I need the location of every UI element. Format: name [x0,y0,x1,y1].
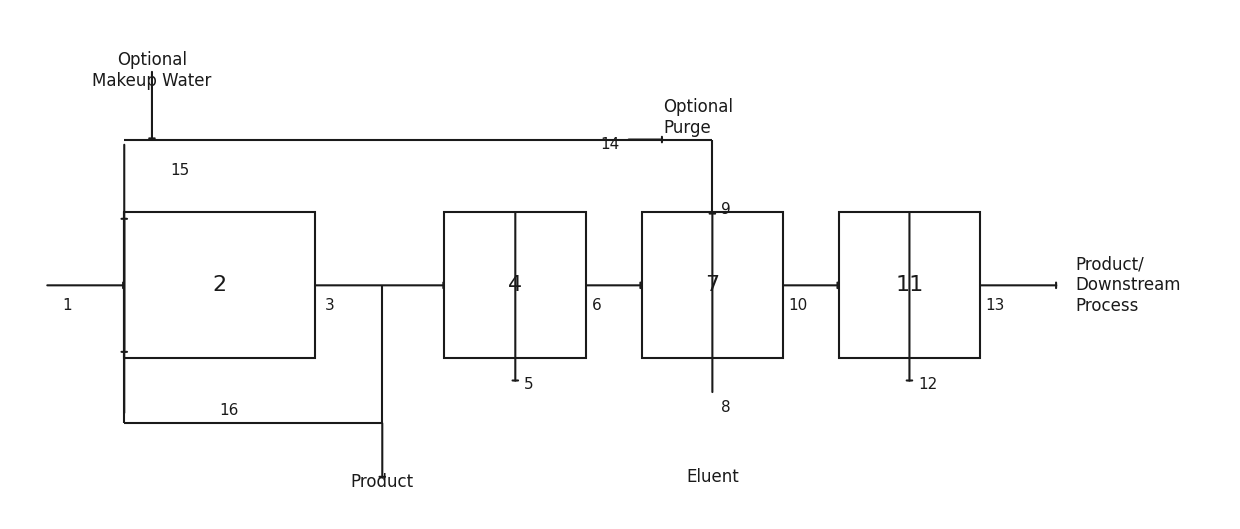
Text: Product/
Downstream
Process: Product/ Downstream Process [1076,256,1182,315]
Text: 14: 14 [600,137,620,152]
FancyBboxPatch shape [124,213,315,358]
FancyBboxPatch shape [444,213,587,358]
Text: Optional
Makeup Water: Optional Makeup Water [92,51,212,90]
Text: 3: 3 [325,298,334,313]
Text: 13: 13 [986,298,1006,313]
Text: 2: 2 [212,275,227,295]
Text: 8: 8 [720,400,730,415]
Text: 4: 4 [508,275,522,295]
Text: 6: 6 [591,298,601,313]
Text: 11: 11 [895,275,924,295]
Text: 16: 16 [219,403,239,418]
Text: Optional
Purge: Optional Purge [663,98,733,136]
Text: Product: Product [351,473,414,491]
FancyBboxPatch shape [641,213,784,358]
Text: 1: 1 [62,298,72,313]
Text: 9: 9 [720,202,730,217]
Text: 15: 15 [170,163,190,178]
Text: 12: 12 [918,377,937,392]
Text: Eluent: Eluent [686,468,739,486]
Text: 7: 7 [706,275,719,295]
Text: 10: 10 [789,298,808,313]
Text: 5: 5 [525,377,533,392]
FancyBboxPatch shape [838,213,981,358]
